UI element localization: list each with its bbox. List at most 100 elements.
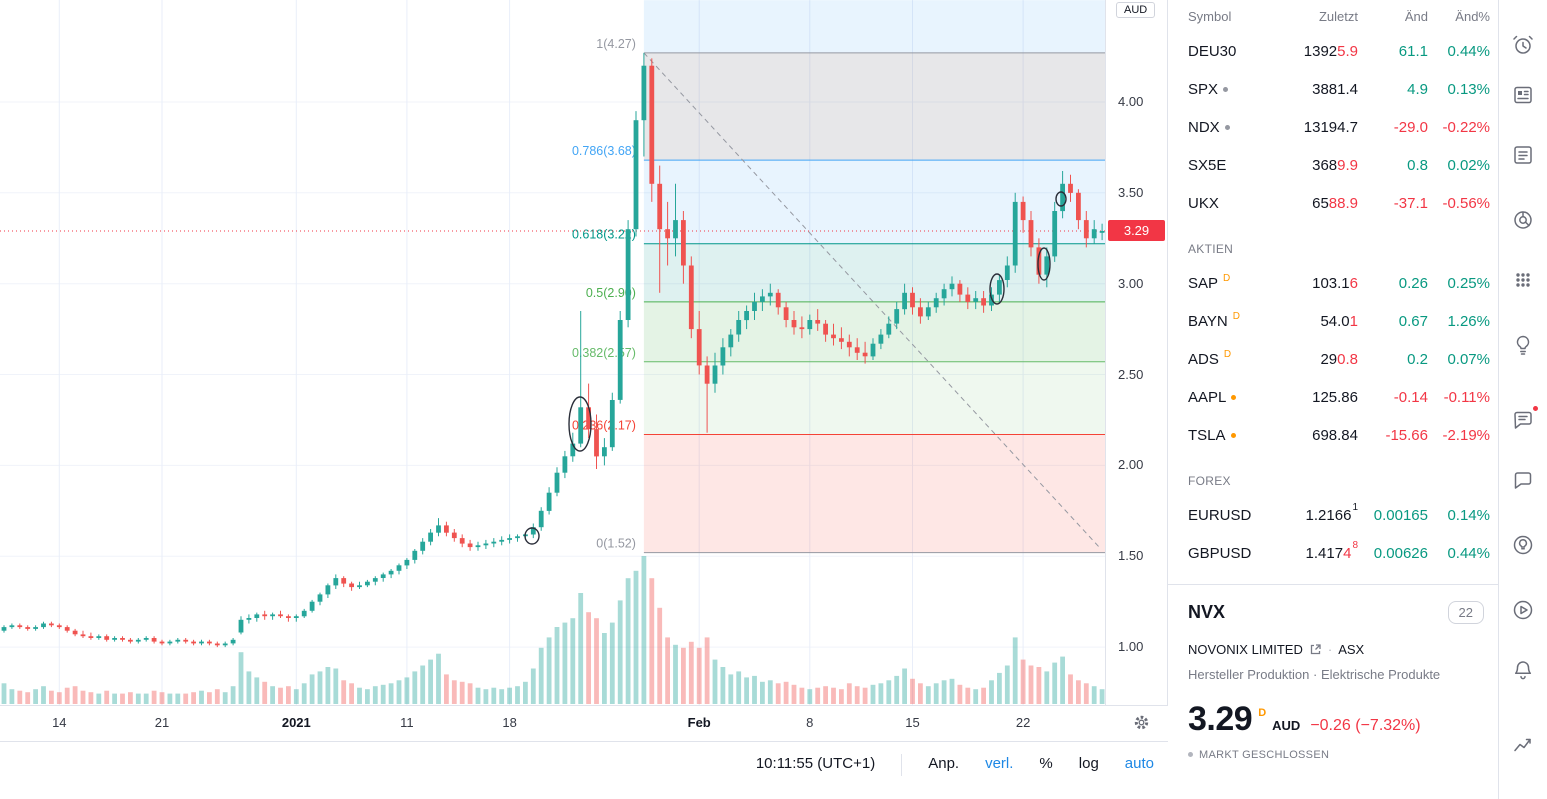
symbol-label: TSLA [1188,426,1226,444]
symbol-label: NDX [1188,118,1220,136]
watchlist-row-gbpusd[interactable]: GBPUSD 1.41748 0.00626 0.44% [1168,534,1498,572]
chat-icon[interactable] [1508,404,1540,435]
idea-icon[interactable] [1508,330,1538,360]
company-description: Hersteller Produktion · Elektrische Prod… [1188,667,1441,682]
watchlist-panel: Symbol Zuletzt Änd Änd% DEU30 13925.9 61.1… [1168,0,1499,799]
time-axis-label: 14 [52,715,67,730]
watchlist-section-forex: FOREX [1188,474,1231,488]
time-axis-label: 2021 [281,715,311,730]
watchlist-row-aapl[interactable]: AAPL 125.86 -0.14 -0.11% [1168,378,1498,416]
detail-change: −0.26 (−7.32%) [1310,716,1421,734]
detail-count-badge[interactable]: 22 [1447,601,1484,624]
change-percent: 0.44% [1447,42,1490,60]
settings-gear-icon[interactable] [1133,714,1150,736]
dialpad-icon[interactable] [1508,265,1538,295]
watchlist-row-spx[interactable]: SPX 3881.4 4.9 0.13% [1168,70,1498,108]
change-percent: 0.07% [1447,350,1490,368]
price-axis-label: 2.00 [1118,457,1144,473]
watchlist-row-ads[interactable]: ADS D 290.8 0.2 0.07% [1168,340,1498,378]
time-axis[interactable]: 14 21 2021 11 18 Feb 8 15 22 [0,705,1168,741]
symbol-label: SPX [1188,80,1219,98]
svg-text:0.786(3.68): 0.786(3.68) [572,144,636,158]
symbol-label: SX5E [1188,156,1227,174]
toolbar-divider [901,754,903,776]
change-percent: 0.13% [1447,80,1490,98]
last-price: 1.21661 [1305,502,1358,524]
watchlist-row-ndx[interactable]: NDX 13194.7 -29.0 -0.22% [1168,108,1498,146]
change-value: 0.00165 [1373,506,1428,524]
company-name: NOVONIX LIMITED [1188,642,1303,657]
last-price: 3881.4 [1312,80,1358,98]
adjust-button[interactable]: Anp. [928,755,960,772]
session-clock[interactable]: 10:11:55 (UTC+1) [755,755,876,772]
svg-text:0(1.52): 0(1.52) [596,537,636,551]
svg-text:0.5(2.90): 0.5(2.90) [586,286,636,300]
market-status-dot [1224,124,1230,130]
change-percent: 0.44% [1447,544,1490,562]
svg-text:1(4.27): 1(4.27) [596,37,636,51]
watchlist-row-ukx[interactable]: UKX 6588.9 -37.1 -0.56% [1168,184,1498,222]
symbol-label: EURUSD [1188,506,1252,524]
symbol-label: SAP [1188,274,1219,292]
last-price: 103.16 [1312,274,1358,292]
percent-scale-button[interactable]: % [1039,755,1053,772]
log-scale-button[interactable]: log [1078,755,1099,772]
change-value: 4.9 [1407,80,1428,98]
symbol-label: AAPL [1188,388,1227,406]
delayed-data-flag: D [1258,706,1267,719]
trend-arrow-icon[interactable] [1508,730,1538,760]
donut-chart-icon[interactable] [1508,205,1538,235]
detail-price: 3.29 [1188,699,1253,738]
column-change-percent[interactable]: Änd% [1455,8,1490,24]
price-axis-label: 1.00 [1118,639,1144,655]
change-percent: 0.25% [1447,274,1490,292]
change-value: 0.26 [1398,274,1428,292]
watchlist-row-tsla[interactable]: TSLA 698.84 -15.66 -2.19% [1168,416,1498,454]
market-status-dot [1188,752,1193,758]
watchlist-row-sx5e[interactable]: SX5E 3689.9 0.8 0.02% [1168,146,1498,184]
column-symbol[interactable]: Symbol [1188,8,1232,24]
change-value: -15.66 [1385,426,1428,444]
change-value: 0.2 [1407,350,1428,368]
play-circle-icon[interactable] [1508,595,1538,625]
watchlist-row-eurusd[interactable]: EURUSD 1.21661 0.00165 0.14% [1168,496,1498,534]
market-status-text: MARKT GESCHLOSSEN [1199,748,1330,761]
market-status-dot [1231,394,1237,400]
symbol-detail-panel: NVX 22 NOVONIX LIMITED · ASX Hersteller … [1168,584,1498,761]
bell-icon[interactable] [1508,655,1538,685]
symbol-label: GBPUSD [1188,544,1252,562]
news-icon[interactable] [1508,80,1538,110]
exchange-label: ASX [1338,642,1365,657]
lightbulb-icon[interactable] [1508,530,1538,560]
data-window-icon[interactable] [1508,140,1538,170]
detail-symbol: NVX [1188,602,1226,622]
price-axis-label: 3.00 [1118,275,1144,291]
watchlist-row-bayn[interactable]: BAYN D 54.01 0.67 1.26% [1168,302,1498,340]
price-axis[interactable]: AUD 3.29 4.00 3.50 3.00 2.50 2.00 1.50 1.00 [1105,0,1167,705]
change-percent: 0.14% [1447,506,1490,524]
time-axis-label: 21 [154,715,170,730]
column-last[interactable]: Zuletzt [1318,8,1358,24]
extend-button[interactable]: verl. [985,755,1014,772]
auto-scale-button[interactable]: auto [1124,755,1154,772]
price-chart[interactable]: 1(4.27) 0.786(3.68) 0.618(3.22) 0.5(2.90) 0.… [0,0,1105,705]
watchlist-header: Symbol Zuletzt Änd Änd% [1168,0,1498,32]
alarm-clock-icon[interactable] [1508,30,1538,60]
time-axis-label: Feb [687,715,711,730]
comment-icon[interactable] [1508,465,1538,495]
column-change[interactable]: Änd [1404,8,1428,24]
time-axis-label: 18 [502,715,517,730]
price-axis-label: 3.50 [1118,184,1144,200]
chart-bottom-toolbar: 10:11:55 (UTC+1) Anp. verl.% log auto [0,741,1168,799]
watchlist-section-aktien: AKTIEN [1188,242,1234,256]
market-status-dot [1230,432,1236,438]
svg-text:0.618(3.22): 0.618(3.22) [572,228,636,242]
change-value: 0.00626 [1373,544,1428,562]
watchlist-row-deu30[interactable]: DEU30 13925.9 61.1 0.44% [1168,32,1498,70]
change-percent: -2.19% [1442,426,1490,444]
chart-panel: 1(4.27) 0.786(3.68) 0.618(3.22) 0.5(2.90) 0.… [0,0,1168,799]
change-value: -0.14 [1393,388,1428,406]
symbol-label: DEU30 [1188,42,1237,60]
external-link-icon[interactable] [1309,643,1322,656]
watchlist-row-sap[interactable]: SAP D 103.16 0.26 0.25% [1168,264,1498,302]
